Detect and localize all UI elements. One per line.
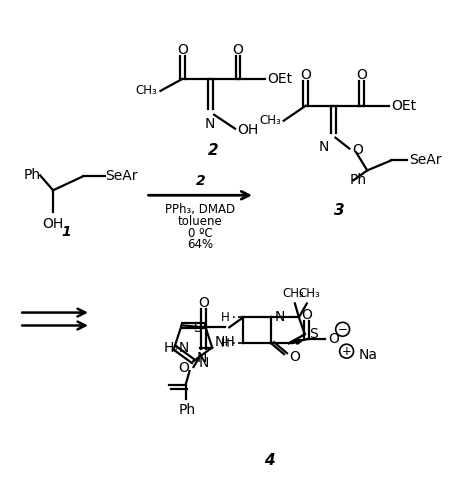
Text: 64%: 64% (187, 239, 213, 252)
Text: 0 ºC: 0 ºC (188, 227, 213, 240)
Text: +: + (342, 345, 352, 358)
Text: Na: Na (358, 348, 377, 362)
Text: O: O (198, 297, 209, 311)
Text: CH₃: CH₃ (259, 114, 281, 127)
Text: OEt: OEt (267, 72, 292, 86)
Text: O: O (233, 43, 244, 57)
Text: O: O (301, 308, 312, 323)
Text: S: S (309, 327, 318, 341)
Text: O: O (179, 361, 190, 375)
Text: 1: 1 (61, 225, 71, 239)
Text: PPh₃, DMAD: PPh₃, DMAD (165, 203, 235, 216)
Text: 2: 2 (195, 174, 205, 188)
Text: N: N (275, 311, 285, 324)
Text: O: O (289, 350, 300, 364)
Text: H₂N: H₂N (164, 340, 190, 355)
Text: S: S (193, 321, 202, 336)
Text: 3: 3 (334, 203, 345, 217)
Text: OH: OH (43, 217, 64, 231)
Text: H: H (220, 336, 229, 350)
Text: CH₃: CH₃ (282, 288, 304, 300)
Text: SeAr: SeAr (409, 154, 441, 168)
Text: CH₃: CH₃ (136, 84, 157, 97)
Text: 2: 2 (208, 143, 219, 158)
Text: OH: OH (237, 123, 258, 137)
Text: O: O (177, 43, 188, 57)
Text: N: N (198, 356, 209, 370)
Text: N: N (205, 117, 215, 131)
Text: H: H (220, 311, 229, 324)
Text: 4: 4 (264, 453, 275, 468)
Text: Ph: Ph (179, 403, 196, 417)
Text: O: O (352, 143, 363, 156)
Text: O: O (356, 68, 367, 82)
Text: Ph: Ph (23, 168, 40, 182)
Text: O: O (300, 68, 311, 82)
Text: toluene: toluene (178, 215, 223, 228)
Text: Ph: Ph (349, 173, 366, 187)
Text: O: O (328, 332, 339, 346)
Text: OEt: OEt (391, 99, 416, 113)
Text: N: N (196, 351, 207, 365)
Text: N: N (319, 140, 329, 154)
Text: −: − (337, 323, 347, 336)
Text: NH: NH (215, 335, 236, 349)
Text: SeAr: SeAr (105, 169, 137, 183)
Text: CH₃: CH₃ (298, 288, 319, 300)
